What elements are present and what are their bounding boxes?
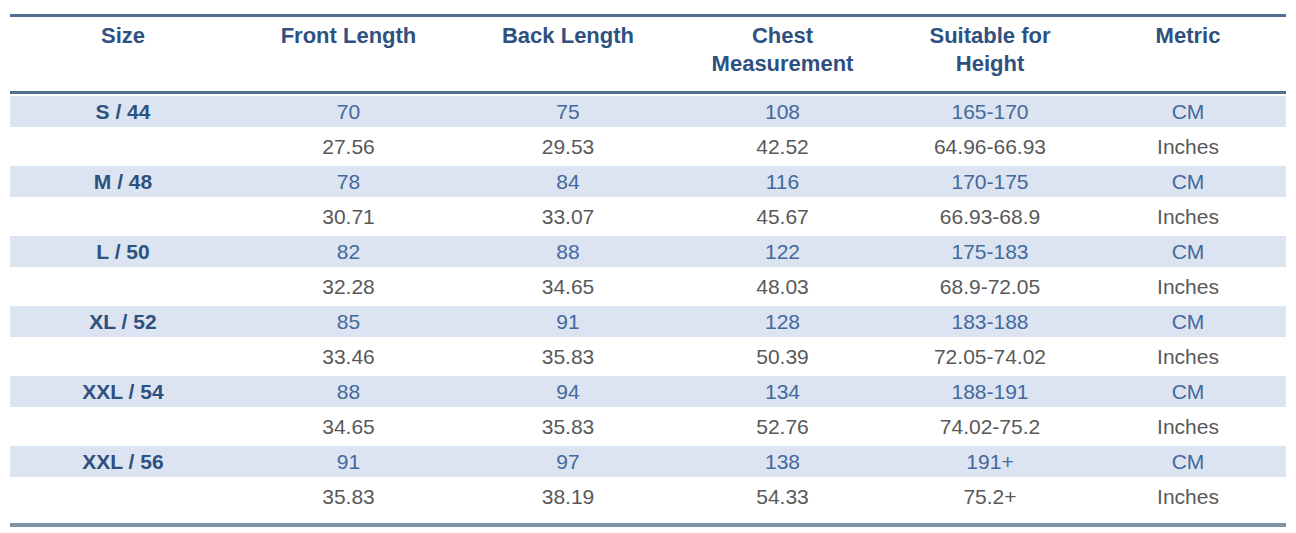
table-row: 32.28 34.65 48.03 68.9-72.05 Inches — [10, 269, 1286, 304]
cell-back-length: 35.83 — [461, 339, 675, 374]
cell-size: L / 50 — [10, 234, 236, 269]
cell-suitable-for-height: 170-175 — [890, 164, 1090, 199]
cell-metric: CM — [1090, 164, 1286, 199]
cell-suitable-for-height: 165-170 — [890, 93, 1090, 130]
table-row: 30.71 33.07 45.67 66.93-68.9 Inches — [10, 199, 1286, 234]
cell-size — [10, 339, 236, 374]
cell-front-length: 33.46 — [236, 339, 461, 374]
cell-back-length: 94 — [461, 374, 675, 409]
cell-size — [10, 479, 236, 514]
cell-metric: Inches — [1090, 339, 1286, 374]
column-header-suitable-for-height: Suitable for Height — [890, 16, 1090, 93]
cell-front-length: 78 — [236, 164, 461, 199]
table-row: 33.46 35.83 50.39 72.05-74.02 Inches — [10, 339, 1286, 374]
cell-metric: Inches — [1090, 409, 1286, 444]
cell-metric: Inches — [1090, 199, 1286, 234]
cell-metric: CM — [1090, 304, 1286, 339]
cell-front-length: 35.83 — [236, 479, 461, 514]
table-header: Size Front Length Back Length Chest Meas… — [10, 16, 1286, 93]
cell-size: S / 44 — [10, 93, 236, 130]
cell-metric: Inches — [1090, 269, 1286, 304]
cell-size — [10, 199, 236, 234]
cell-size — [10, 409, 236, 444]
cell-back-length: 91 — [461, 304, 675, 339]
cell-front-length: 27.56 — [236, 129, 461, 164]
cell-front-length: 70 — [236, 93, 461, 130]
header-row: Size Front Length Back Length Chest Meas… — [10, 16, 1286, 93]
size-chart: Size Front Length Back Length Chest Meas… — [10, 14, 1286, 527]
cell-front-length: 82 — [236, 234, 461, 269]
cell-front-length: 91 — [236, 444, 461, 479]
cell-metric: CM — [1090, 93, 1286, 130]
cell-suitable-for-height: 183-188 — [890, 304, 1090, 339]
cell-chest-measurement: 42.52 — [675, 129, 890, 164]
cell-back-length: 38.19 — [461, 479, 675, 514]
cell-suitable-for-height: 175-183 — [890, 234, 1090, 269]
cell-chest-measurement: 45.67 — [675, 199, 890, 234]
table-row: L / 50 82 88 122 175-183 CM — [10, 234, 1286, 269]
column-header-front-length: Front Length — [236, 16, 461, 93]
table-row: 27.56 29.53 42.52 64.96-66.93 Inches — [10, 129, 1286, 164]
cell-back-length: 35.83 — [461, 409, 675, 444]
cell-back-length: 97 — [461, 444, 675, 479]
cell-front-length: 32.28 — [236, 269, 461, 304]
cell-suitable-for-height: 74.02-75.2 — [890, 409, 1090, 444]
cell-size: XXL / 56 — [10, 444, 236, 479]
cell-size — [10, 269, 236, 304]
column-header-back-length: Back Length — [461, 16, 675, 93]
cell-chest-measurement: 122 — [675, 234, 890, 269]
cell-front-length: 88 — [236, 374, 461, 409]
cell-front-length: 30.71 — [236, 199, 461, 234]
cell-back-length: 84 — [461, 164, 675, 199]
table-row: XXL / 56 91 97 138 191+ CM — [10, 444, 1286, 479]
column-header-size: Size — [10, 16, 236, 93]
cell-metric: CM — [1090, 444, 1286, 479]
cell-suitable-for-height: 75.2+ — [890, 479, 1090, 514]
table-row: M / 48 78 84 116 170-175 CM — [10, 164, 1286, 199]
size-chart-table: Size Front Length Back Length Chest Meas… — [10, 14, 1286, 514]
column-header-chest-measurement: Chest Measurement — [675, 16, 890, 93]
table-row: S / 44 70 75 108 165-170 CM — [10, 93, 1286, 130]
cell-chest-measurement: 52.76 — [675, 409, 890, 444]
cell-chest-measurement: 54.33 — [675, 479, 890, 514]
cell-chest-measurement: 48.03 — [675, 269, 890, 304]
cell-suitable-for-height: 188-191 — [890, 374, 1090, 409]
cell-chest-measurement: 50.39 — [675, 339, 890, 374]
cell-suitable-for-height: 64.96-66.93 — [890, 129, 1090, 164]
cell-suitable-for-height: 66.93-68.9 — [890, 199, 1090, 234]
cell-size: XL / 52 — [10, 304, 236, 339]
cell-chest-measurement: 108 — [675, 93, 890, 130]
cell-metric: CM — [1090, 234, 1286, 269]
cell-chest-measurement: 128 — [675, 304, 890, 339]
cell-front-length: 85 — [236, 304, 461, 339]
cell-size: M / 48 — [10, 164, 236, 199]
cell-metric: Inches — [1090, 129, 1286, 164]
cell-back-length: 29.53 — [461, 129, 675, 164]
table-body: S / 44 70 75 108 165-170 CM 27.56 29.53 … — [10, 93, 1286, 515]
column-header-metric: Metric — [1090, 16, 1286, 93]
cell-back-length: 34.65 — [461, 269, 675, 304]
cell-metric: Inches — [1090, 479, 1286, 514]
cell-chest-measurement: 138 — [675, 444, 890, 479]
table-row: XXL / 54 88 94 134 188-191 CM — [10, 374, 1286, 409]
cell-front-length: 34.65 — [236, 409, 461, 444]
table-row: 35.83 38.19 54.33 75.2+ Inches — [10, 479, 1286, 514]
table-row: XL / 52 85 91 128 183-188 CM — [10, 304, 1286, 339]
table-bottom-border — [10, 523, 1286, 527]
cell-back-length: 88 — [461, 234, 675, 269]
cell-suitable-for-height: 72.05-74.02 — [890, 339, 1090, 374]
cell-suitable-for-height: 68.9-72.05 — [890, 269, 1090, 304]
cell-metric: CM — [1090, 374, 1286, 409]
cell-chest-measurement: 134 — [675, 374, 890, 409]
cell-back-length: 33.07 — [461, 199, 675, 234]
cell-size — [10, 129, 236, 164]
cell-size: XXL / 54 — [10, 374, 236, 409]
cell-back-length: 75 — [461, 93, 675, 130]
cell-suitable-for-height: 191+ — [890, 444, 1090, 479]
table-row: 34.65 35.83 52.76 74.02-75.2 Inches — [10, 409, 1286, 444]
cell-chest-measurement: 116 — [675, 164, 890, 199]
